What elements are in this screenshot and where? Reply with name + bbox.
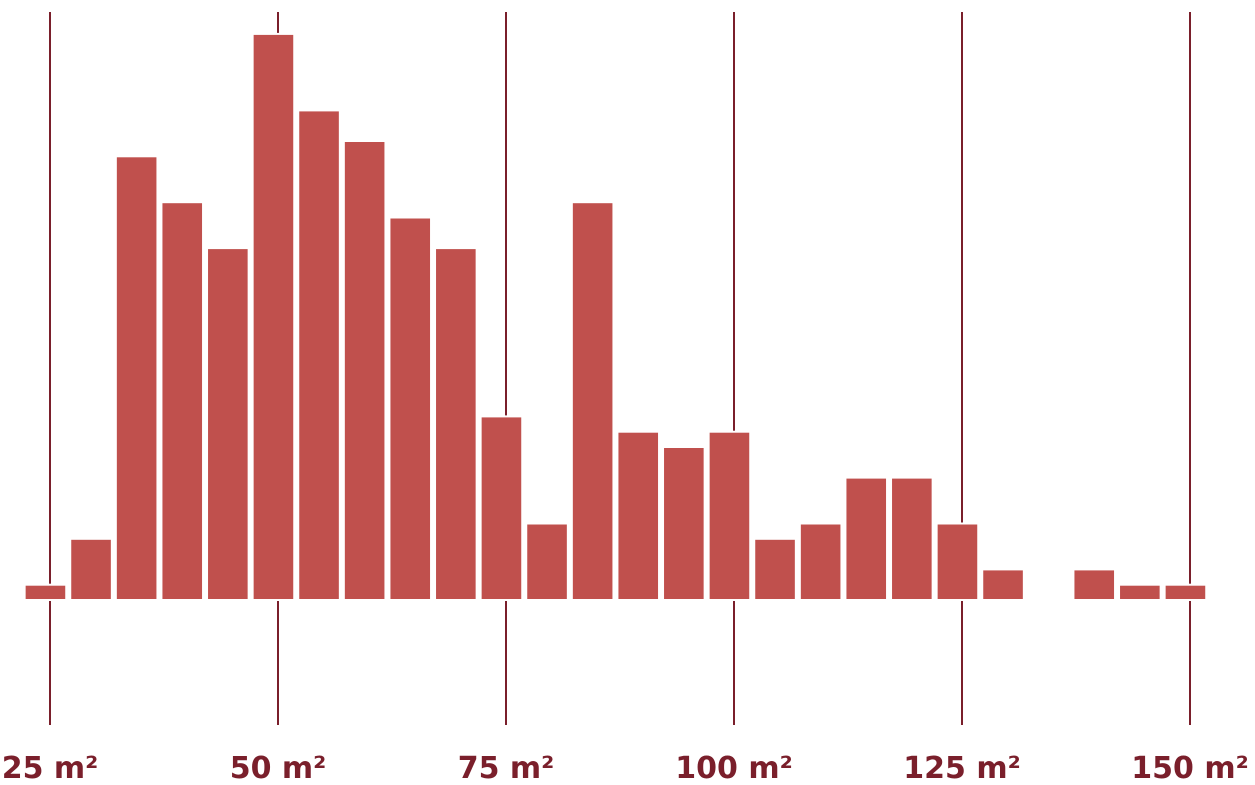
x-tick-label-150: 150 m² <box>1131 751 1248 785</box>
bar-82-87 <box>570 201 615 601</box>
bar-102-107 <box>753 537 797 601</box>
x-tick-label-25: 25 m² <box>2 751 99 785</box>
bar-97-102 <box>707 430 752 602</box>
bar-32-37 <box>114 155 159 602</box>
bar-52-57 <box>297 109 341 602</box>
x-axis-tick-labels: 25 m² 50 m² 75 m² 100 m² 125 m² 150 m² <box>2 751 1249 785</box>
bar-42-47 <box>206 247 250 601</box>
x-tick-label-125: 125 m² <box>903 751 1020 785</box>
bar-27-32 <box>69 537 113 601</box>
bar-37-42 <box>160 201 205 601</box>
bar-112-117 <box>844 476 889 602</box>
bar-72-77 <box>479 415 524 601</box>
bar-22-27 <box>23 583 68 602</box>
x-tick-label-100: 100 m² <box>675 751 792 785</box>
bar-92-97 <box>662 446 706 601</box>
bar-122-127 <box>935 522 980 601</box>
bar-147-152 <box>1163 583 1208 602</box>
bar-142-147 <box>1118 583 1162 602</box>
bar-127-132 <box>981 568 1025 602</box>
x-tick-label-75: 75 m² <box>458 751 555 785</box>
bar-77-82 <box>525 522 569 601</box>
bar-62-67 <box>388 216 433 601</box>
bars <box>23 32 1208 602</box>
bar-57-62 <box>342 140 387 601</box>
bar-117-122 <box>890 476 934 602</box>
x-tick-label-50: 50 m² <box>230 751 327 785</box>
bar-137-142 <box>1072 568 1117 602</box>
bar-67-72 <box>434 247 478 601</box>
bar-47-52 <box>251 32 296 601</box>
bar-87-92 <box>616 430 661 602</box>
bar-107-112 <box>798 522 843 601</box>
